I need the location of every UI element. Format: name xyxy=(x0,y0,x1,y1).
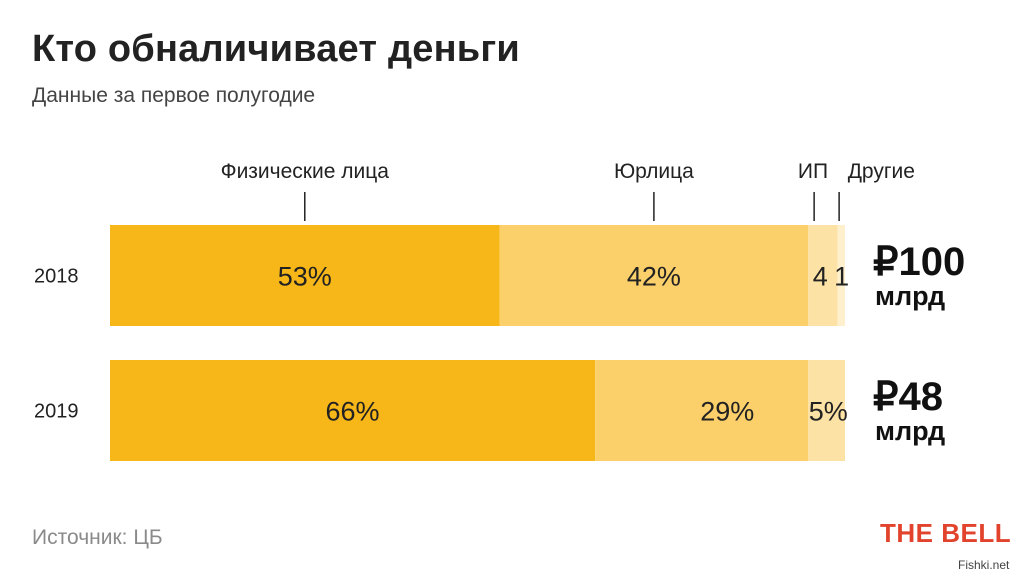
data-label-2019-yur: 29% xyxy=(700,397,754,427)
chart-title: Кто обналичивает деньги xyxy=(32,28,520,70)
total-unit-2019: млрд xyxy=(875,416,945,446)
total-amount-2018: ₽100 xyxy=(873,240,965,284)
source-note: Источник: ЦБ xyxy=(32,526,163,549)
bar-2018-other xyxy=(837,225,845,326)
bar-2018-ip xyxy=(808,225,838,326)
data-label-2018-yur: 42% xyxy=(627,262,681,292)
data-label-2019-ip: 5% xyxy=(809,397,848,427)
brand-logo: THE BELL xyxy=(880,518,1012,548)
data-label-2018-other: 1 xyxy=(834,262,849,292)
bar-2019-fiz xyxy=(110,360,596,461)
legend-label-ip: ИП xyxy=(798,160,828,183)
year-label-2018: 2018 xyxy=(34,266,79,288)
bar-2019-ip xyxy=(808,360,845,461)
bar-2019-yur xyxy=(595,360,809,461)
total-amount-2019: ₽48 xyxy=(873,375,943,419)
bar-2018-yur xyxy=(499,225,809,326)
data-label-2019-fiz: 66% xyxy=(326,397,380,427)
bar-2018-fiz xyxy=(110,225,500,326)
legend-label-fiz: Физические лица xyxy=(221,160,390,183)
legend-label-yur: Юрлица xyxy=(614,160,694,183)
watermark: Fishki.net xyxy=(958,558,1010,572)
chart-subtitle: Данные за первое полугодие xyxy=(32,84,316,107)
total-unit-2018: млрд xyxy=(875,281,945,311)
year-label-2019: 2019 xyxy=(34,401,79,423)
legend-label-other: Другие xyxy=(848,160,915,183)
data-label-2018-fiz: 53% xyxy=(278,262,332,292)
data-label-2018-ip: 4 xyxy=(813,262,828,292)
